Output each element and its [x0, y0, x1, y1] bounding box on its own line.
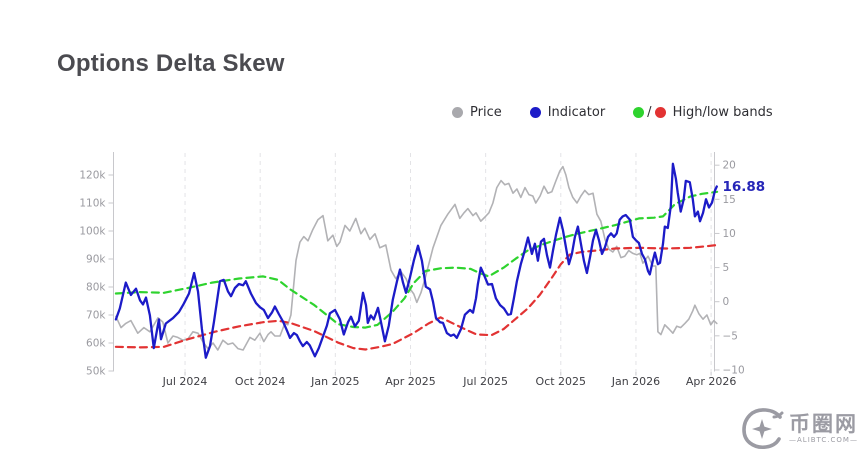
- y-left-tick-label: 60k: [86, 338, 106, 350]
- x-tick-label: Jul 2025: [462, 375, 508, 388]
- y-right-tick-label: 10: [723, 228, 736, 240]
- y-left-tick-label: 70k: [86, 310, 106, 322]
- y-right-tick-label: 20: [723, 160, 736, 172]
- y-left-tick-label: 90k: [86, 254, 106, 266]
- annotation-backdrop: [720, 178, 766, 195]
- x-tick-label: Jan 2025: [310, 375, 359, 388]
- high-band-swatch-icon: [633, 107, 645, 118]
- x-tick-label: Jul 2024: [162, 375, 208, 388]
- low-band-line: [114, 243, 719, 351]
- y-right-tick-label: −10: [723, 364, 745, 376]
- x-tick-label: Apr 2026: [686, 375, 737, 388]
- y-right-tick-label: −5: [723, 330, 738, 342]
- y-left-tick-label: 120k: [79, 170, 106, 182]
- price-line: [115, 165, 718, 351]
- price-swatch-icon: [452, 107, 463, 118]
- watermark-brand: 币圈网: [789, 412, 858, 436]
- y-left-tick-label: 50k: [86, 366, 106, 378]
- legend-bands-label: High/low bands: [672, 105, 773, 120]
- legend-item-bands[interactable]: / High/low bands: [633, 105, 773, 120]
- x-tick-label: Jan 2026: [611, 375, 660, 388]
- legend: Price Indicator / High/low bands: [452, 105, 773, 120]
- y-right-tick-label: 0: [723, 296, 730, 308]
- x-tick-label: Oct 2025: [536, 375, 587, 388]
- x-tick-label: Oct 2024: [235, 375, 286, 388]
- chart-title: Options Delta Skew: [57, 50, 285, 77]
- indicator-value-label: 16.88: [723, 179, 766, 195]
- y-right-tick-label: 15: [723, 194, 736, 206]
- watermark-text: 币圈网 —ALIBTC.COM—: [789, 414, 858, 444]
- legend-price-label: Price: [470, 105, 502, 120]
- legend-item-price[interactable]: Price: [452, 105, 502, 120]
- watermark-logo-icon: [742, 408, 784, 449]
- y-left-tick-label: 80k: [86, 282, 106, 294]
- low-band-swatch-icon: [654, 107, 666, 118]
- high-band-line: [114, 190, 719, 329]
- x-tick-label: Apr 2025: [385, 375, 436, 388]
- y-left-tick-label: 110k: [79, 198, 106, 210]
- legend-indicator-label: Indicator: [547, 105, 606, 120]
- y-right-tick-label: 5: [723, 262, 730, 274]
- y-left-tick-label: 100k: [79, 226, 106, 238]
- indicator-line: [114, 162, 718, 359]
- swatch-separator: /: [647, 105, 652, 120]
- indicator-swatch-icon: [529, 107, 541, 118]
- legend-item-indicator[interactable]: Indicator: [529, 105, 606, 120]
- watermark: 币圈网 —ALIBTC.COM—: [741, 408, 858, 450]
- watermark-site: —ALIBTC.COM—: [789, 436, 858, 444]
